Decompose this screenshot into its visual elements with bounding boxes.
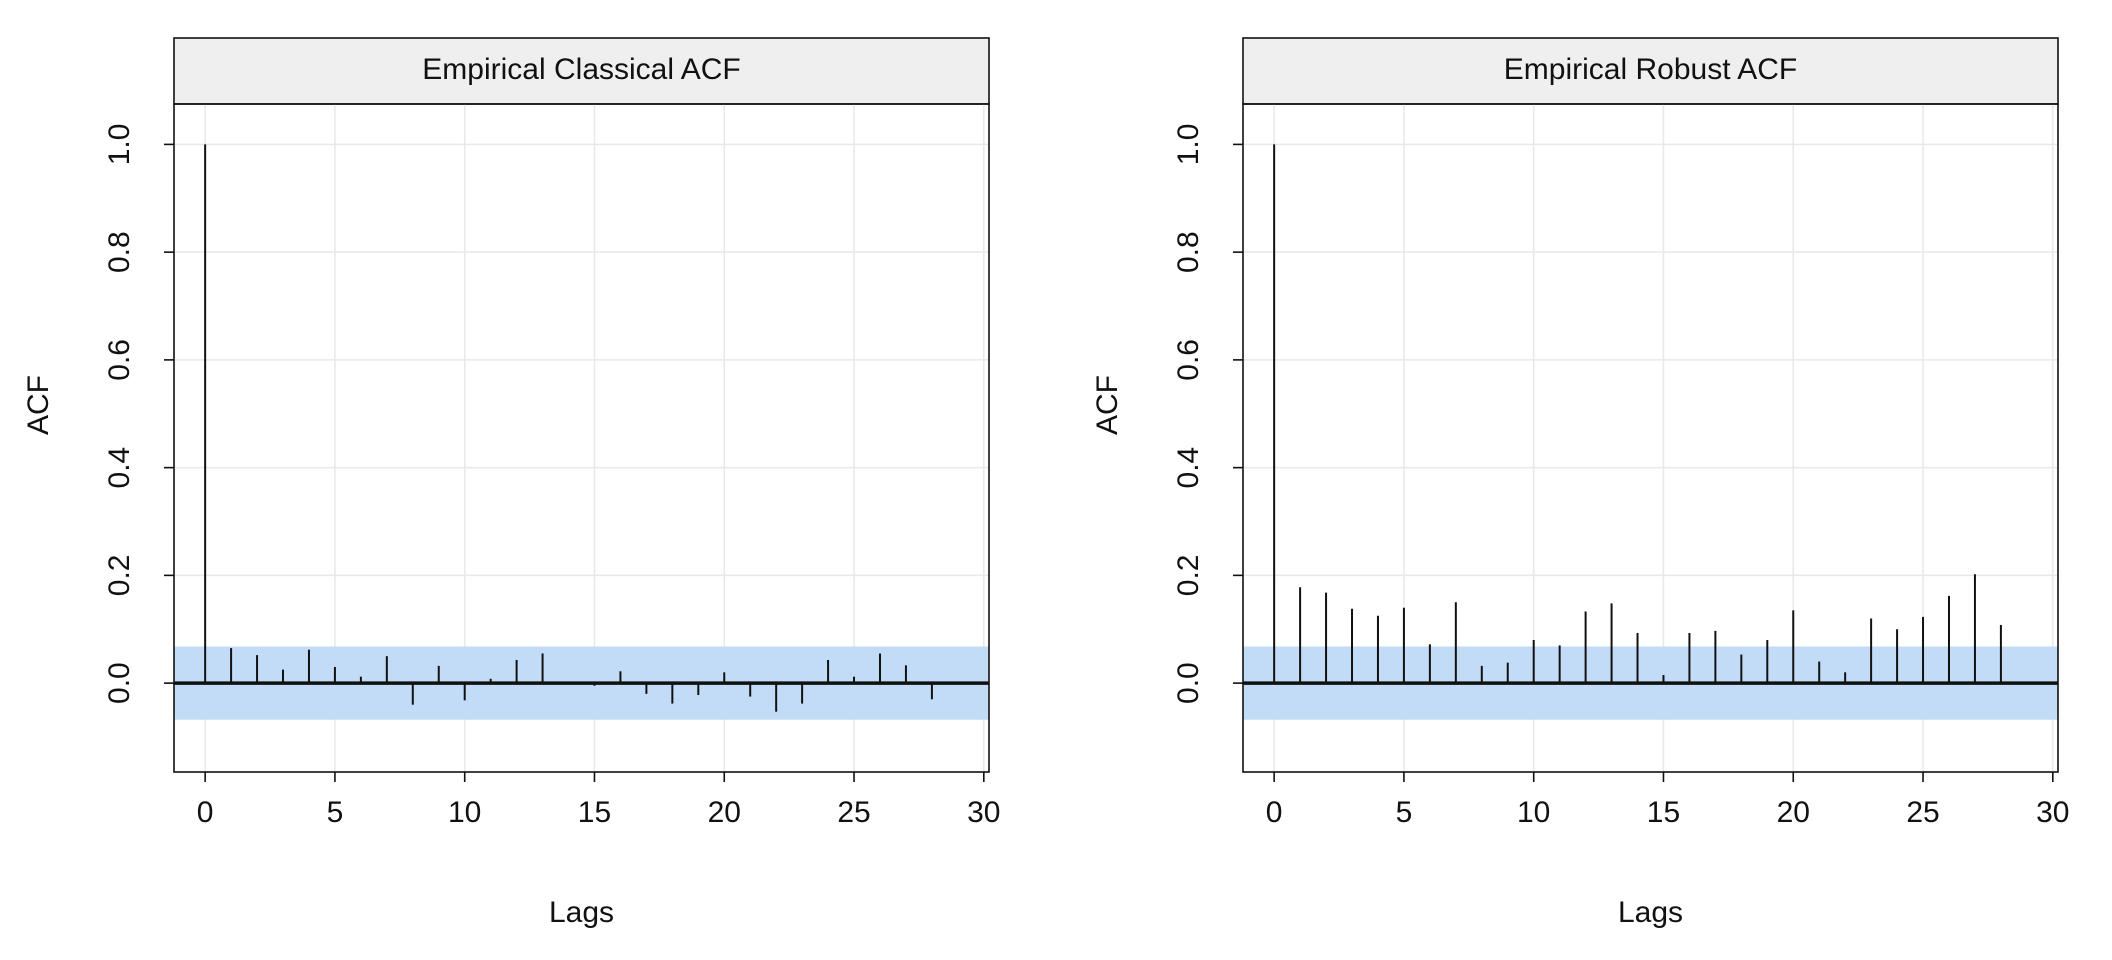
- title-strip: [173, 37, 990, 105]
- y-axis-label: ACF: [22, 375, 55, 435]
- y-tick-label: 0.4: [103, 447, 136, 489]
- x-axis: 0 5 10 15 20 25 30: [1266, 772, 2069, 829]
- x-tick-label: 5: [1396, 796, 1413, 829]
- x-axis: 0 5 10 15 20 25 30: [197, 772, 1000, 829]
- chart-title: Empirical Robust ACF: [1504, 53, 1797, 86]
- x-axis-label: Lags: [1618, 896, 1683, 929]
- y-tick-label: 0.6: [103, 339, 136, 381]
- y-axis: 0.0 0.2 0.4 0.6 0.8 1.0: [103, 124, 174, 704]
- y-tick-label: 0.8: [103, 231, 136, 273]
- y-axis: 0.0 0.2 0.4 0.6 0.8 1.0: [1172, 124, 1243, 704]
- classical-acf-panel: Empirical Classical ACF 0 5 10 15 20 25 30 0.0…: [22, 37, 1000, 929]
- y-axis-label: ACF: [1091, 375, 1124, 435]
- x-tick-label: 0: [197, 796, 214, 829]
- chart-title: Empirical Classical ACF: [422, 53, 740, 86]
- title-strip: [1242, 37, 2059, 105]
- plot-frame: [1242, 103, 2059, 773]
- x-tick-label: 0: [1266, 796, 1283, 829]
- y-tick-label: 0.2: [1172, 555, 1205, 597]
- x-tick-label: 25: [1906, 796, 1939, 829]
- x-tick-label: 5: [327, 796, 344, 829]
- x-tick-label: 30: [967, 796, 1000, 829]
- x-tick-label: 10: [1517, 796, 1550, 829]
- y-tick-label: 0.2: [103, 555, 136, 597]
- y-tick-label: 0.4: [1172, 447, 1205, 489]
- robust-acf-panel: Empirical Robust ACF 0 5 10 15 20 25 30 0.0 0.2…: [1091, 37, 2069, 929]
- y-tick-label: 0.0: [103, 662, 136, 704]
- y-tick-label: 0.8: [1172, 231, 1205, 273]
- y-tick-label: 1.0: [103, 124, 136, 166]
- x-tick-label: 20: [1777, 796, 1810, 829]
- acf-bars: [204, 144, 933, 712]
- y-tick-label: 0.0: [1172, 662, 1205, 704]
- acf-bars: [1273, 144, 2002, 684]
- x-tick-label: 10: [448, 796, 481, 829]
- x-axis-label: Lags: [549, 896, 614, 929]
- x-tick-label: 15: [1647, 796, 1680, 829]
- x-tick-label: 20: [708, 796, 741, 829]
- x-tick-label: 15: [578, 796, 611, 829]
- x-tick-label: 25: [837, 796, 870, 829]
- plot-frame: [173, 103, 990, 773]
- x-tick-label: 30: [2036, 796, 2069, 829]
- y-tick-label: 1.0: [1172, 124, 1205, 166]
- y-tick-label: 0.6: [1172, 339, 1205, 381]
